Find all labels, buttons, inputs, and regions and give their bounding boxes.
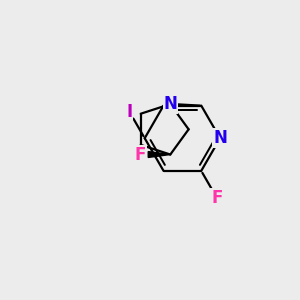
Text: I: I [126, 103, 133, 121]
Text: F: F [211, 189, 223, 207]
Text: N: N [164, 95, 177, 113]
Text: F: F [135, 146, 146, 164]
Text: N: N [213, 129, 227, 147]
Polygon shape [148, 152, 170, 158]
